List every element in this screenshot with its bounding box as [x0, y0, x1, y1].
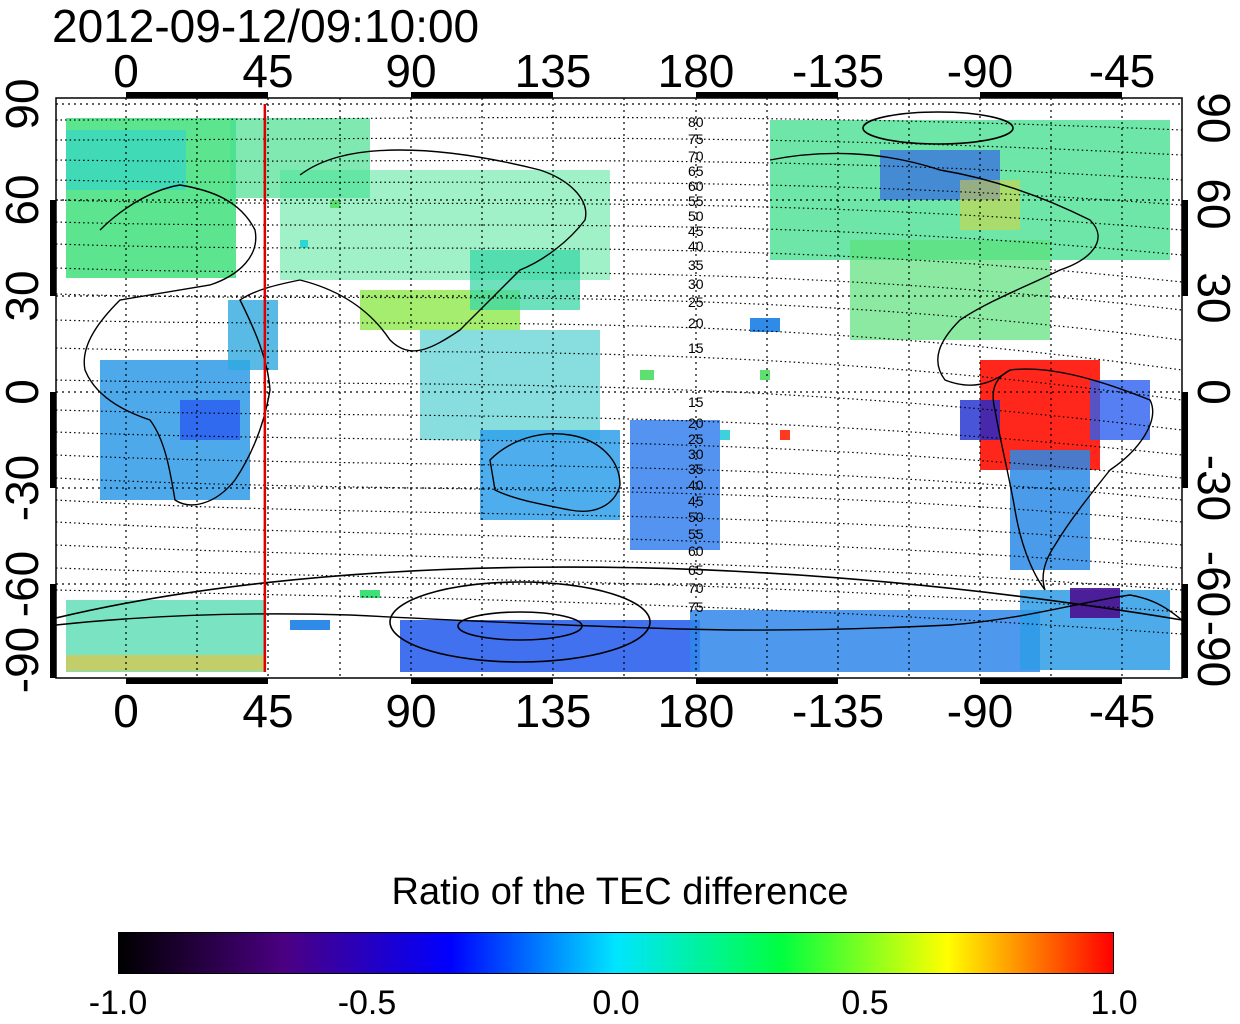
contour-label: 20	[688, 415, 704, 431]
bottom-tick-label: -90	[946, 685, 1014, 737]
bottom-tick-label: -45	[1088, 685, 1156, 737]
contour-label: 70	[688, 148, 704, 164]
contour-label: 55	[688, 526, 704, 542]
top-tick-label: 0	[113, 45, 139, 97]
contour-label: 30	[688, 446, 704, 462]
contour-label: 30	[688, 276, 704, 292]
right-tick-label: 0	[1188, 379, 1240, 405]
colorbar-tick-label: -0.5	[337, 984, 397, 1022]
contour-label: 40	[688, 477, 704, 493]
bottom-tick-label: 45	[242, 685, 294, 737]
contour-label: 80	[688, 114, 704, 130]
colorbar-tick-label: 0.5	[841, 984, 889, 1022]
top-tick-label: 135	[514, 45, 592, 97]
colorbar-tick-label: 0.0	[592, 984, 640, 1022]
axis-tick-bars	[50, 92, 1188, 684]
top-tick-label: -45	[1088, 45, 1156, 97]
contour-label: 70	[688, 580, 704, 596]
right-tick-label: -60	[1188, 550, 1240, 618]
left-tick-label: -90	[0, 626, 48, 694]
right-tick-label: -90	[1188, 620, 1240, 688]
left-tick-label: 30	[0, 270, 48, 322]
left-tick-label: -30	[0, 454, 48, 522]
contour-label: 65	[688, 562, 704, 578]
tec-data-cells	[66, 118, 1170, 672]
right-tick-label: 90	[1188, 92, 1240, 144]
contour-label: 50	[688, 509, 704, 525]
top-tick-label: 180	[657, 45, 735, 97]
top-tick-label: -90	[946, 45, 1014, 97]
colorbar-tick-label: 1.0	[1090, 984, 1138, 1022]
contour-label: 35	[688, 461, 704, 477]
contour-label: 25	[688, 431, 704, 447]
right-tick-label: -30	[1188, 454, 1240, 522]
top-tick-label: 45	[242, 45, 294, 97]
map-frame	[55, 97, 1183, 679]
left-tick-label: 0	[0, 379, 48, 405]
contour-label: 45	[688, 493, 704, 509]
contour-label: 60	[688, 543, 704, 559]
left-tick-label: 90	[0, 78, 48, 130]
bottom-tick-label: -135	[791, 685, 885, 737]
contour-label: 35	[688, 257, 704, 273]
bottom-tick-label: 135	[514, 685, 592, 737]
contour-label: 45	[688, 223, 704, 239]
top-tick-label: -135	[791, 45, 885, 97]
tec-map: 80 75 70 65 60 55 50 45 40 35 30 25 20 1…	[50, 92, 1188, 684]
colorbar-title: Ratio of the TEC difference	[391, 871, 849, 913]
contour-label: 75	[688, 599, 704, 615]
contour-labels-north: 80 75 70 65 60 55 50 45 40 35 30 25 20 1…	[688, 114, 704, 356]
coastlines	[56, 149, 1182, 631]
right-tick-label: 60	[1188, 178, 1240, 230]
contour-label: 15	[688, 340, 704, 356]
auroral-contours	[56, 111, 1182, 663]
contour-label: 20	[688, 315, 704, 331]
bottom-tick-label: 90	[385, 685, 437, 737]
grid-lines	[56, 98, 1182, 678]
contour-label: 65	[688, 163, 704, 179]
left-tick-label: -60	[0, 550, 48, 618]
timestamp-title: 2012-09-12/09:10:00	[52, 0, 480, 52]
contour-label: 50	[688, 208, 704, 224]
left-tick-label: 60	[0, 174, 48, 226]
contour-label: 15	[688, 394, 704, 410]
contour-label: 75	[688, 131, 704, 147]
colorbar-tick-label: -1.0	[88, 984, 148, 1022]
contour-label: 25	[688, 294, 704, 310]
colorbar	[118, 932, 1114, 974]
contour-labels-south: 15 20 25 30 35 40 45 50 55 60 65 70 75	[688, 394, 704, 615]
right-tick-label: 30	[1188, 272, 1240, 324]
magnetic-contours	[56, 116, 1182, 635]
contour-label: 55	[688, 193, 704, 209]
contour-label: 60	[688, 178, 704, 194]
bottom-tick-label: 180	[657, 685, 735, 737]
bottom-tick-label: 0	[113, 685, 139, 737]
top-tick-label: 90	[385, 45, 437, 97]
contour-label: 40	[688, 238, 704, 254]
